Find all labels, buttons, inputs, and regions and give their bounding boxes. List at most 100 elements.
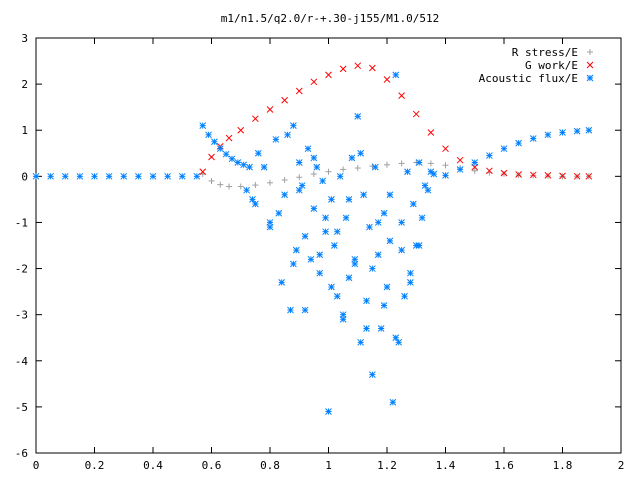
data-point bbox=[252, 115, 259, 123]
data-point bbox=[322, 214, 329, 222]
data-point bbox=[374, 251, 382, 259]
series-g-work bbox=[199, 62, 593, 180]
data-point bbox=[529, 171, 537, 179]
data-point bbox=[424, 186, 432, 194]
data-point bbox=[135, 172, 142, 180]
data-point bbox=[199, 168, 207, 176]
data-point bbox=[336, 172, 344, 180]
x-tick-label: 0 bbox=[33, 459, 40, 472]
data-point bbox=[287, 306, 294, 314]
data-point bbox=[226, 183, 233, 190]
data-point bbox=[313, 163, 321, 171]
data-point bbox=[456, 166, 464, 173]
data-point bbox=[377, 325, 385, 332]
data-point bbox=[386, 237, 394, 245]
legend-label: Acoustic flux/E bbox=[479, 72, 578, 85]
data-point bbox=[310, 171, 317, 178]
data-point bbox=[374, 219, 382, 226]
data-point bbox=[211, 138, 218, 146]
data-point bbox=[354, 62, 362, 70]
data-point bbox=[354, 165, 361, 172]
data-point bbox=[333, 292, 341, 300]
data-point bbox=[295, 159, 303, 166]
data-point bbox=[395, 338, 403, 346]
data-point bbox=[278, 279, 286, 286]
data-point bbox=[380, 209, 388, 217]
x-tick-label: 2 bbox=[618, 459, 625, 472]
axis-ticks: 0 0.2 0.4 0.6 0.8 1 1.2 1.4 1.6 1.8 2 -6 -5 -4 -3 -2 -1 0… bbox=[15, 32, 625, 472]
data-point bbox=[47, 172, 54, 180]
data-point bbox=[322, 228, 329, 236]
data-point bbox=[243, 186, 250, 194]
data-point bbox=[281, 177, 288, 184]
data-point bbox=[386, 191, 394, 199]
data-point bbox=[559, 129, 566, 136]
data-point bbox=[442, 145, 449, 153]
data-point bbox=[357, 149, 365, 157]
x-tick-label: 0.4 bbox=[143, 459, 163, 472]
data-point bbox=[32, 172, 40, 180]
data-point bbox=[415, 242, 423, 249]
data-point bbox=[383, 76, 391, 83]
data-point bbox=[272, 136, 280, 143]
data-point bbox=[392, 71, 400, 79]
data-point bbox=[345, 274, 353, 282]
y-tick-label: -5 bbox=[15, 401, 28, 414]
data-point bbox=[325, 71, 332, 79]
data-point bbox=[307, 255, 315, 263]
data-point bbox=[404, 168, 411, 176]
data-point bbox=[401, 292, 408, 300]
data-point bbox=[252, 200, 259, 208]
data-point bbox=[342, 214, 350, 222]
data-point bbox=[208, 177, 215, 184]
x-tick-label: 1.4 bbox=[436, 459, 456, 472]
data-point bbox=[366, 223, 373, 231]
data-point bbox=[325, 168, 332, 175]
data-point bbox=[240, 161, 248, 169]
data-point bbox=[237, 126, 245, 134]
data-point bbox=[398, 92, 405, 99]
data-point bbox=[284, 131, 291, 139]
data-point bbox=[328, 196, 335, 203]
data-point bbox=[266, 223, 274, 231]
data-point bbox=[398, 160, 405, 167]
y-tick-label: -2 bbox=[15, 263, 28, 276]
data-point bbox=[266, 106, 274, 113]
data-point bbox=[415, 159, 423, 166]
data-point bbox=[316, 269, 324, 277]
data-point bbox=[363, 297, 370, 305]
data-point bbox=[407, 269, 414, 277]
data-point bbox=[369, 64, 376, 72]
y-tick-label: -4 bbox=[15, 355, 29, 368]
data-point bbox=[222, 150, 230, 158]
data-point bbox=[281, 96, 288, 104]
legend-label: R stress/E bbox=[512, 46, 578, 59]
data-point bbox=[407, 279, 414, 286]
data-point bbox=[418, 214, 426, 222]
data-point bbox=[398, 219, 405, 226]
data-point bbox=[316, 251, 324, 259]
data-point bbox=[500, 145, 508, 153]
data-point bbox=[296, 174, 303, 181]
data-point bbox=[427, 129, 435, 136]
data-point bbox=[91, 172, 98, 180]
data-point bbox=[380, 302, 388, 309]
data-point bbox=[310, 78, 318, 86]
data-point bbox=[260, 163, 268, 171]
data-point bbox=[325, 408, 332, 415]
data-point bbox=[412, 110, 420, 118]
data-point bbox=[573, 172, 581, 180]
data-point bbox=[544, 172, 552, 179]
data-point bbox=[76, 172, 84, 180]
data-point bbox=[398, 246, 405, 254]
data-point bbox=[456, 156, 464, 164]
legend-marker bbox=[586, 74, 594, 82]
data-point bbox=[573, 127, 581, 135]
y-tick-label: -6 bbox=[15, 447, 28, 460]
legend-marker bbox=[586, 61, 594, 69]
data-point bbox=[471, 167, 478, 174]
y-tick-label: 2 bbox=[21, 78, 28, 91]
